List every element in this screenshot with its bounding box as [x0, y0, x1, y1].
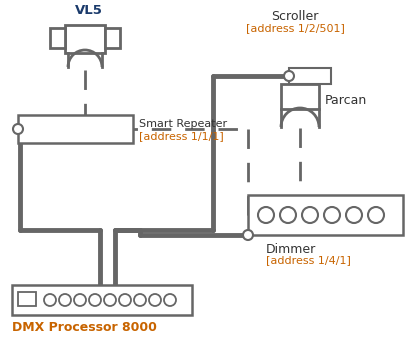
Bar [281, 84, 319, 109]
Bar [18, 115, 133, 143]
Bar [105, 28, 120, 48]
Circle shape [284, 71, 294, 81]
Bar [65, 25, 105, 53]
Bar [248, 195, 403, 235]
Text: Dimmer: Dimmer [266, 243, 316, 256]
Text: [address 1/2/501]: [address 1/2/501] [246, 23, 344, 33]
Text: [address 1/4/1]: [address 1/4/1] [266, 255, 351, 265]
Bar [12, 285, 192, 315]
Circle shape [44, 294, 56, 306]
Circle shape [164, 294, 176, 306]
Text: DMX Processor 8000: DMX Processor 8000 [12, 321, 157, 334]
Circle shape [302, 207, 318, 223]
Circle shape [346, 207, 362, 223]
Text: VL5: VL5 [75, 4, 103, 17]
Text: [address 1/1/1]: [address 1/1/1] [139, 131, 224, 141]
Bar [289, 68, 331, 84]
Text: Parcan: Parcan [325, 95, 367, 107]
Circle shape [13, 124, 23, 134]
Circle shape [258, 207, 274, 223]
Circle shape [324, 207, 340, 223]
Circle shape [104, 294, 116, 306]
Circle shape [368, 207, 384, 223]
Circle shape [119, 294, 131, 306]
Circle shape [134, 294, 146, 306]
Circle shape [280, 207, 296, 223]
Circle shape [149, 294, 161, 306]
Bar [50, 28, 65, 48]
Text: Scroller: Scroller [272, 10, 319, 23]
Circle shape [74, 294, 86, 306]
Circle shape [59, 294, 71, 306]
Bar [18, 292, 36, 306]
Circle shape [89, 294, 101, 306]
Circle shape [243, 230, 253, 240]
Text: Smart Repeater: Smart Repeater [139, 119, 227, 129]
